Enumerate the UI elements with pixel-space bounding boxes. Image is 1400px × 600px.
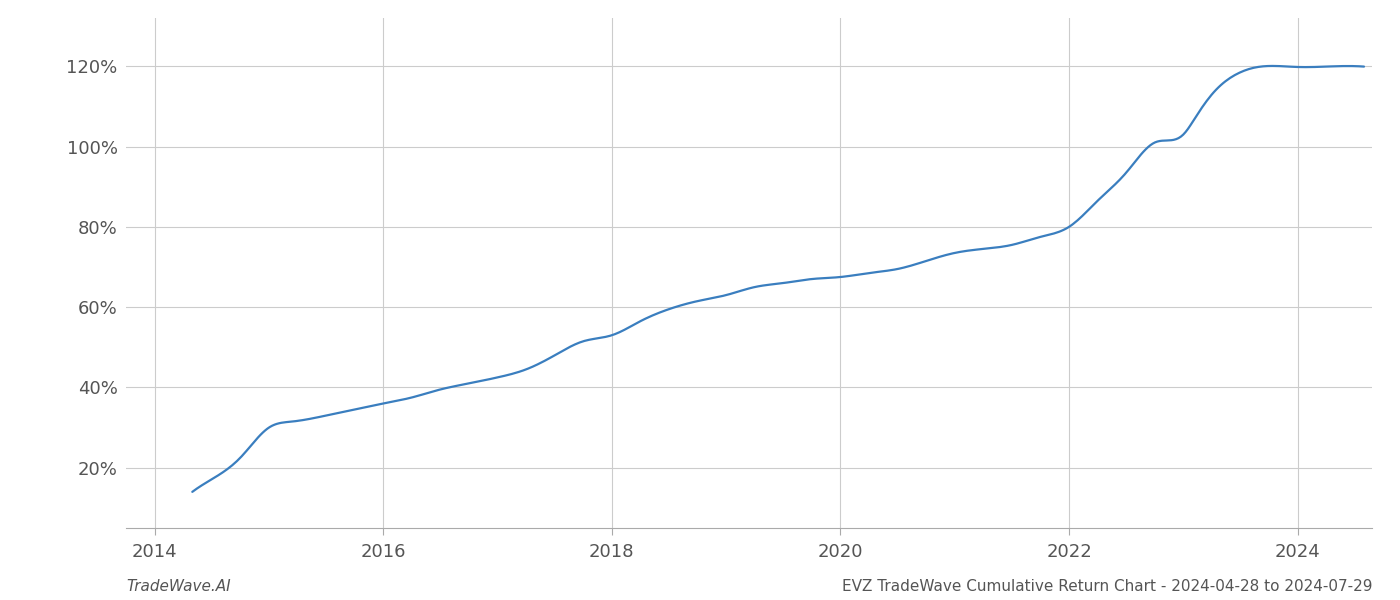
Text: EVZ TradeWave Cumulative Return Chart - 2024-04-28 to 2024-07-29: EVZ TradeWave Cumulative Return Chart - … — [841, 579, 1372, 594]
Text: TradeWave.AI: TradeWave.AI — [126, 579, 231, 594]
